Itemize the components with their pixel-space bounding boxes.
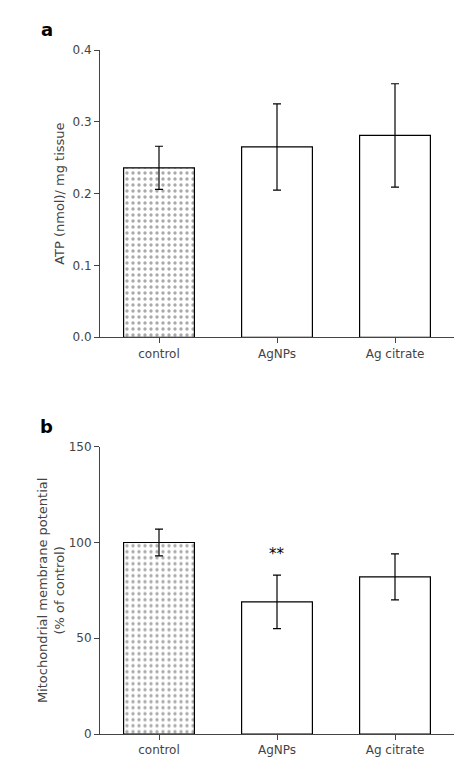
svg-text:0.3: 0.3 xyxy=(73,115,92,129)
svg-text:0.1: 0.1 xyxy=(73,259,92,273)
svg-text:ATP (nmol)/ mg tissue: ATP (nmol)/ mg tissue xyxy=(52,122,67,264)
svg-text:control: control xyxy=(138,743,180,757)
svg-text:0.0: 0.0 xyxy=(73,330,92,344)
svg-text:control: control xyxy=(138,347,180,361)
svg-text:AgNPs: AgNPs xyxy=(258,347,296,361)
svg-text:0: 0 xyxy=(84,727,92,741)
svg-text:AgNPs: AgNPs xyxy=(258,743,296,757)
svg-text:100: 100 xyxy=(69,536,92,550)
svg-text:150: 150 xyxy=(69,440,92,454)
svg-text:50: 50 xyxy=(76,631,91,645)
svg-text:Ag citrate: Ag citrate xyxy=(366,347,425,361)
svg-text:Ag citrate: Ag citrate xyxy=(366,743,425,757)
svg-text:0.2: 0.2 xyxy=(73,187,92,201)
svg-text:**: ** xyxy=(269,545,285,563)
svg-text:a: a xyxy=(41,19,53,40)
svg-text:Mitochondrial membrane potenti: Mitochondrial membrane potential(% of co… xyxy=(35,478,67,703)
svg-text:0.4: 0.4 xyxy=(73,43,92,57)
svg-text:b: b xyxy=(40,416,53,437)
